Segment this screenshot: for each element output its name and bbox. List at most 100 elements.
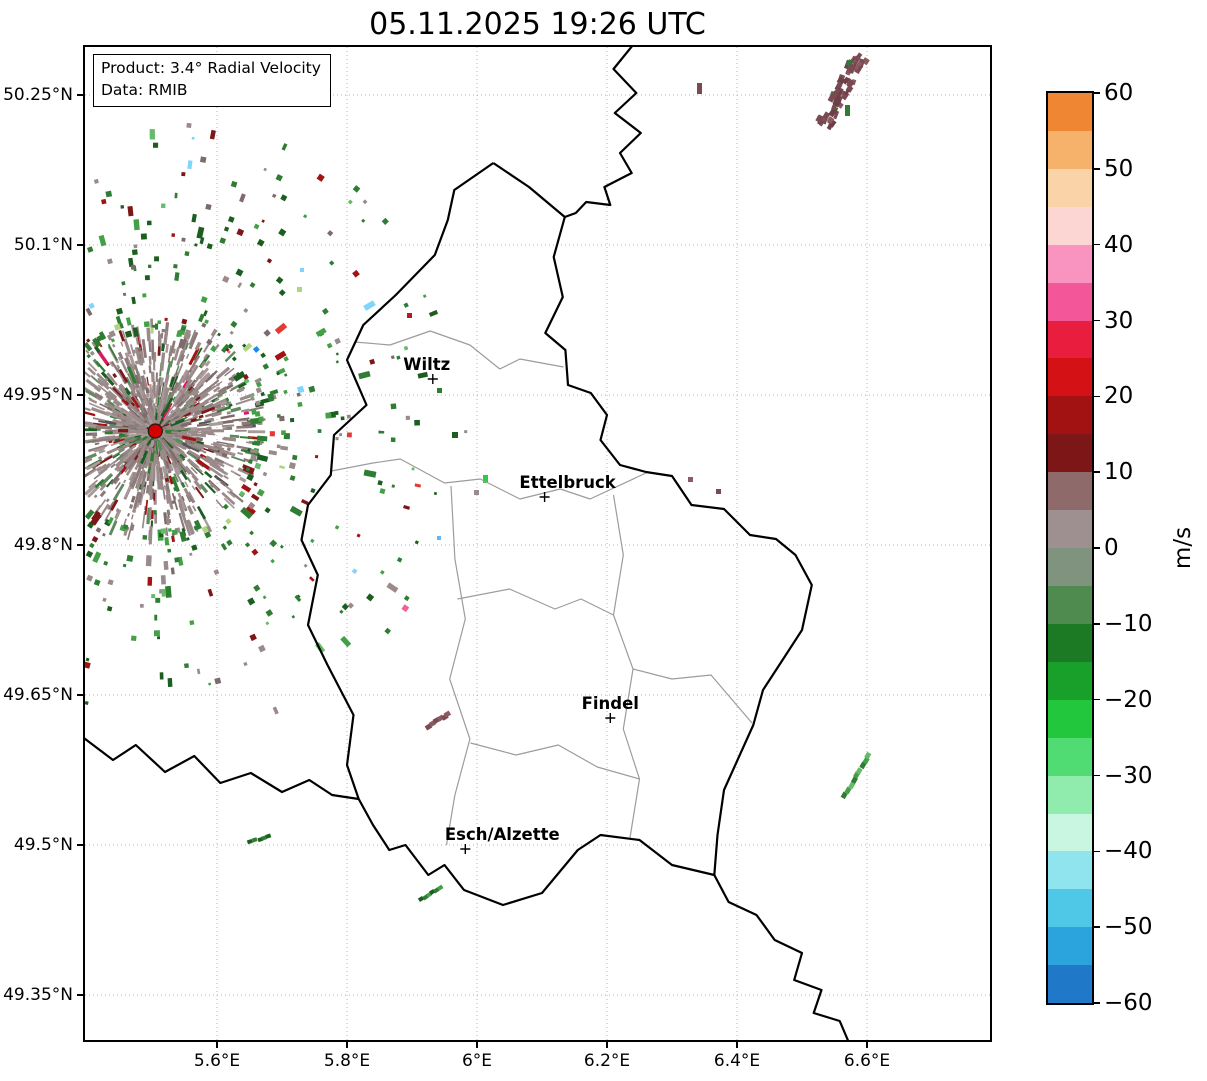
colorbar-segment bbox=[1048, 813, 1092, 852]
colorbar-segment bbox=[1048, 548, 1092, 586]
colorbar-segment bbox=[1048, 585, 1092, 624]
colorbar-tick-mark bbox=[1094, 1002, 1100, 1004]
colorbar-tick-mark bbox=[1094, 471, 1100, 473]
colorbar-tick-label: 10 bbox=[1104, 459, 1134, 486]
colorbar-segment bbox=[1048, 775, 1092, 814]
colorbar-tick-label: −50 bbox=[1104, 914, 1153, 941]
data-source-label: Data: RMIB bbox=[101, 80, 188, 99]
colorbar-segment bbox=[1048, 472, 1092, 511]
y-tick-label: 49.8°N bbox=[13, 535, 73, 555]
x-tick-mark bbox=[866, 1042, 868, 1048]
colorbar-segment bbox=[1048, 699, 1092, 738]
colorbar-gradient bbox=[1048, 93, 1092, 1004]
colorbar-tick-mark bbox=[1094, 623, 1100, 625]
city-marker-findel bbox=[605, 713, 616, 723]
colorbar-tick-label: −10 bbox=[1104, 610, 1153, 637]
colorbar-tick-mark bbox=[1094, 319, 1100, 322]
y-tick-mark bbox=[77, 844, 83, 846]
y-tick-mark bbox=[77, 94, 83, 96]
product-info-box: Product: 3.4° Radial Velocity Data: RMIB bbox=[93, 54, 331, 108]
colorbar-tick-mark bbox=[1094, 168, 1100, 170]
district-borders bbox=[331, 330, 753, 846]
colorbar-segment bbox=[1048, 434, 1092, 473]
y-tick-label: 49.65°N bbox=[3, 685, 73, 705]
figure-title: 05.11.2025 19:26 UTC bbox=[369, 7, 706, 42]
colorbar-segment bbox=[1048, 623, 1092, 662]
y-tick-label: 49.5°N bbox=[13, 835, 73, 855]
colorbar-segment bbox=[1048, 851, 1092, 890]
x-tick-label: 6.4°E bbox=[713, 1051, 761, 1071]
colorbar-segment bbox=[1048, 737, 1092, 776]
colorbar-segment bbox=[1048, 282, 1092, 321]
grid-lines bbox=[85, 47, 990, 1040]
y-tick-mark bbox=[77, 394, 83, 396]
city-marker-ettelbruck bbox=[539, 492, 550, 502]
x-tick-label: 6.6°E bbox=[843, 1051, 891, 1071]
map-plot: Wiltz Ettelbruck Findel Esch/Alzette Produc… bbox=[83, 45, 992, 1042]
x-tick-label: 5.6°E bbox=[193, 1051, 241, 1071]
colorbar-tick-label: −40 bbox=[1104, 838, 1153, 865]
colorbar-tick-mark bbox=[1094, 395, 1100, 398]
x-tick-mark bbox=[606, 1042, 608, 1048]
colorbar-segment bbox=[1048, 168, 1092, 207]
y-tick-mark bbox=[77, 244, 83, 246]
radar-echo-layer bbox=[85, 52, 872, 903]
colorbar-tick-mark bbox=[1094, 547, 1100, 549]
colorbar-tick-label: 0 bbox=[1104, 535, 1119, 561]
y-tick-label: 49.95°N bbox=[3, 385, 73, 405]
x-tick-label: 6°E bbox=[461, 1051, 493, 1071]
colorbar-segment bbox=[1048, 396, 1092, 435]
colorbar-tick-mark bbox=[1094, 774, 1100, 777]
city-label-wiltz: Wiltz bbox=[403, 355, 450, 374]
colorbar-tick-mark bbox=[1094, 926, 1100, 928]
colorbar-unit-label: m/s bbox=[1170, 526, 1196, 570]
city-marker-esch-alzette bbox=[460, 844, 471, 854]
x-tick-mark bbox=[346, 1042, 348, 1048]
city-label-ettelbruck: Ettelbruck bbox=[519, 473, 616, 492]
colorbar-segment bbox=[1048, 320, 1092, 359]
colorbar-tick-mark bbox=[1094, 698, 1100, 701]
colorbar-tick-label: 60 bbox=[1104, 80, 1134, 106]
colorbar-tick-label: 30 bbox=[1104, 307, 1134, 334]
colorbar-tick-label: −20 bbox=[1104, 686, 1153, 713]
x-tick-label: 5.8°E bbox=[323, 1051, 371, 1071]
y-tick-mark bbox=[77, 544, 83, 546]
x-tick-mark bbox=[216, 1042, 218, 1048]
colorbar-tick-label: −30 bbox=[1104, 762, 1153, 789]
map-canvas: Wiltz Ettelbruck Findel Esch/Alzette bbox=[85, 47, 990, 1040]
colorbar-segment bbox=[1048, 927, 1092, 966]
colorbar-segment bbox=[1048, 130, 1092, 169]
country-borders bbox=[85, 47, 850, 1040]
colorbar-tick-label: 20 bbox=[1104, 383, 1134, 410]
colorbar-tick-mark bbox=[1094, 243, 1100, 246]
colorbar-segment bbox=[1048, 358, 1092, 397]
colorbar-tick-mark bbox=[1094, 850, 1100, 853]
colorbar-segment bbox=[1048, 244, 1092, 283]
colorbar-segment bbox=[1048, 510, 1092, 549]
y-tick-label: 50.1°N bbox=[13, 235, 73, 255]
colorbar-segment bbox=[1048, 661, 1092, 700]
city-markers: Wiltz Ettelbruck Findel Esch/Alzette bbox=[403, 355, 639, 854]
colorbar-tick-label: 50 bbox=[1104, 155, 1134, 182]
colorbar-tick-label: −60 bbox=[1104, 990, 1153, 1016]
city-label-esch-alzette: Esch/Alzette bbox=[445, 825, 560, 844]
x-tick-mark bbox=[736, 1042, 738, 1048]
colorbar-tick-mark bbox=[1094, 92, 1100, 94]
y-tick-label: 50.25°N bbox=[3, 85, 73, 105]
city-marker-wiltz bbox=[427, 374, 438, 384]
colorbar-segment bbox=[1048, 93, 1092, 131]
y-tick-mark bbox=[77, 694, 83, 696]
colorbar bbox=[1046, 91, 1094, 1005]
colorbar-segment bbox=[1048, 889, 1092, 928]
colorbar-segment bbox=[1048, 965, 1092, 1004]
y-tick-mark bbox=[77, 994, 83, 996]
x-tick-mark bbox=[476, 1042, 478, 1048]
x-tick-label: 6.2°E bbox=[583, 1051, 631, 1071]
colorbar-tick-label: 40 bbox=[1104, 231, 1134, 258]
colorbar-segment bbox=[1048, 206, 1092, 245]
product-label: Product: 3.4° Radial Velocity bbox=[101, 59, 321, 77]
y-tick-label: 49.35°N bbox=[3, 985, 73, 1005]
radar-site-dot bbox=[147, 423, 163, 439]
city-label-findel: Findel bbox=[582, 694, 639, 713]
